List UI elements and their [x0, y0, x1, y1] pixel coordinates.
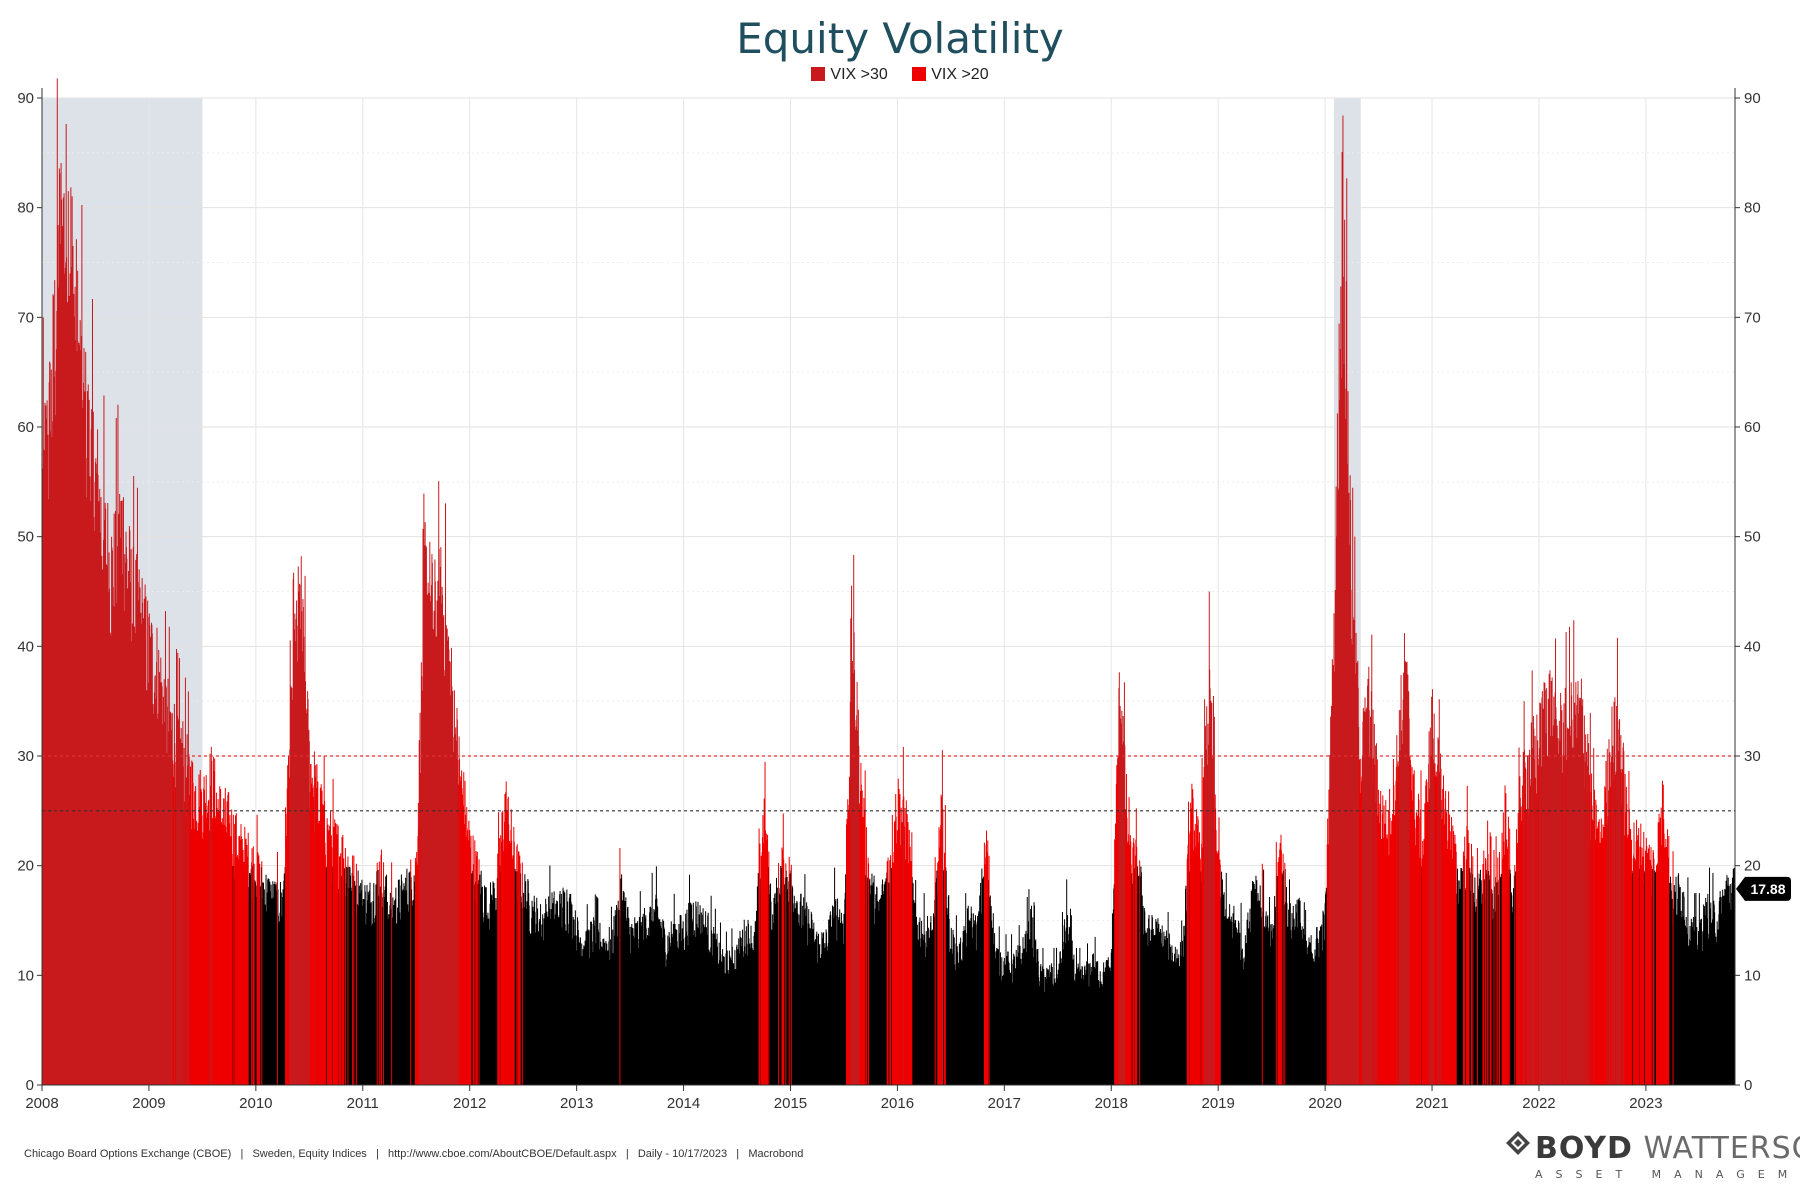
x-tick-label-2017: 2017 [988, 1095, 1021, 1112]
last-value-flag [1736, 876, 1791, 901]
y-tick-label-right-60: 60 [1744, 419, 1761, 436]
x-tick-label-2014: 2014 [667, 1095, 700, 1112]
legend-label-vix-20: VIX >20 [931, 66, 989, 83]
x-tick-label-2023: 2023 [1629, 1095, 1662, 1112]
y-tick-label-left-70: 70 [17, 309, 34, 326]
chart-axes [41, 88, 1736, 1086]
x-tick-label-2012: 2012 [453, 1095, 486, 1112]
x-tick-label-2022: 2022 [1522, 1095, 1555, 1112]
chart-legend: VIX >30 VIX >20 [0, 66, 1800, 84]
x-tick-label-2011: 2011 [347, 1095, 379, 1112]
y-tick-label-left-20: 20 [17, 858, 34, 875]
y-tick-label-right-70: 70 [1744, 309, 1761, 326]
y-tick-label-right-40: 40 [1744, 638, 1761, 655]
y-tick-label-right-50: 50 [1744, 529, 1761, 546]
legend-item-vix-20: VIX >20 [912, 66, 989, 84]
y-tick-label-right-0: 0 [1744, 1077, 1752, 1094]
x-tick-label-2020: 2020 [1308, 1095, 1341, 1112]
vix-series [41, 78, 1736, 1085]
x-tick-label-2015: 2015 [774, 1095, 807, 1112]
logo-name-bold: BOYD [1535, 1131, 1633, 1166]
y-axis-left-ticks: 0 10 20 30 40 50 60 70 80 90 [17, 90, 42, 1094]
y-tick-label-left-10: 10 [17, 967, 34, 984]
legend-swatch-vix-20 [912, 67, 927, 81]
company-logo: BOYD WATTERSON ASSET MANAGEMENT [1505, 1130, 1800, 1181]
y-axis-right-ticks: 0 10 20 30 40 50 60 70 80 90 [1735, 90, 1761, 1094]
y-tick-label-right-10: 10 [1744, 967, 1761, 984]
x-tick-label-2021: 2021 [1415, 1095, 1448, 1112]
y-tick-label-right-20: 20 [1744, 858, 1761, 875]
legend-swatch-vix-30 [811, 67, 826, 81]
footer-source: Chicago Board Options Exchange (CBOE) | … [24, 1148, 804, 1160]
y-tick-label-left-80: 80 [17, 200, 34, 217]
reference-lines [42, 755, 1735, 812]
logo-name-light: WATTERSON [1643, 1131, 1800, 1166]
y-tick-label-left-60: 60 [17, 419, 34, 436]
legend-label-vix-30: VIX >30 [830, 66, 888, 83]
logo-wordmark: BOYD WATTERSON [1505, 1130, 1800, 1166]
diamond-icon [1506, 1131, 1530, 1155]
y-tick-label-left-50: 50 [17, 529, 34, 546]
x-tick-label-2018: 2018 [1095, 1095, 1128, 1112]
x-tick-label-2019: 2019 [1202, 1095, 1235, 1112]
last-value-label: 17.88 [1750, 881, 1785, 897]
y-tick-label-left-40: 40 [17, 638, 34, 655]
y-tick-label-right-80: 80 [1744, 200, 1761, 217]
last-value-marker: 17.88 [1736, 876, 1791, 901]
y-tick-label-left-30: 30 [17, 748, 34, 765]
x-tick-label-2010: 2010 [239, 1095, 272, 1112]
y-tick-label-left-0: 0 [26, 1077, 34, 1094]
x-tick-label-2009: 2009 [132, 1095, 165, 1112]
x-tick-label-2016: 2016 [881, 1095, 914, 1112]
y-tick-label-right-30: 30 [1744, 748, 1761, 765]
legend-item-vix-30: VIX >30 [811, 66, 888, 84]
logo-tagline: ASSET MANAGEMENT [1535, 1168, 1800, 1181]
x-tick-label-2008: 2008 [25, 1095, 58, 1112]
x-axis-ticks: 2008 2009 2010 2011 2012 2013 2014 2015 2016 2017… [25, 1085, 1663, 1112]
x-tick-label-2013: 2013 [560, 1095, 593, 1112]
y-tick-label-left-90: 90 [17, 90, 34, 107]
chart-title: Equity Volatility [736, 14, 1064, 63]
y-tick-label-right-90: 90 [1744, 90, 1761, 107]
